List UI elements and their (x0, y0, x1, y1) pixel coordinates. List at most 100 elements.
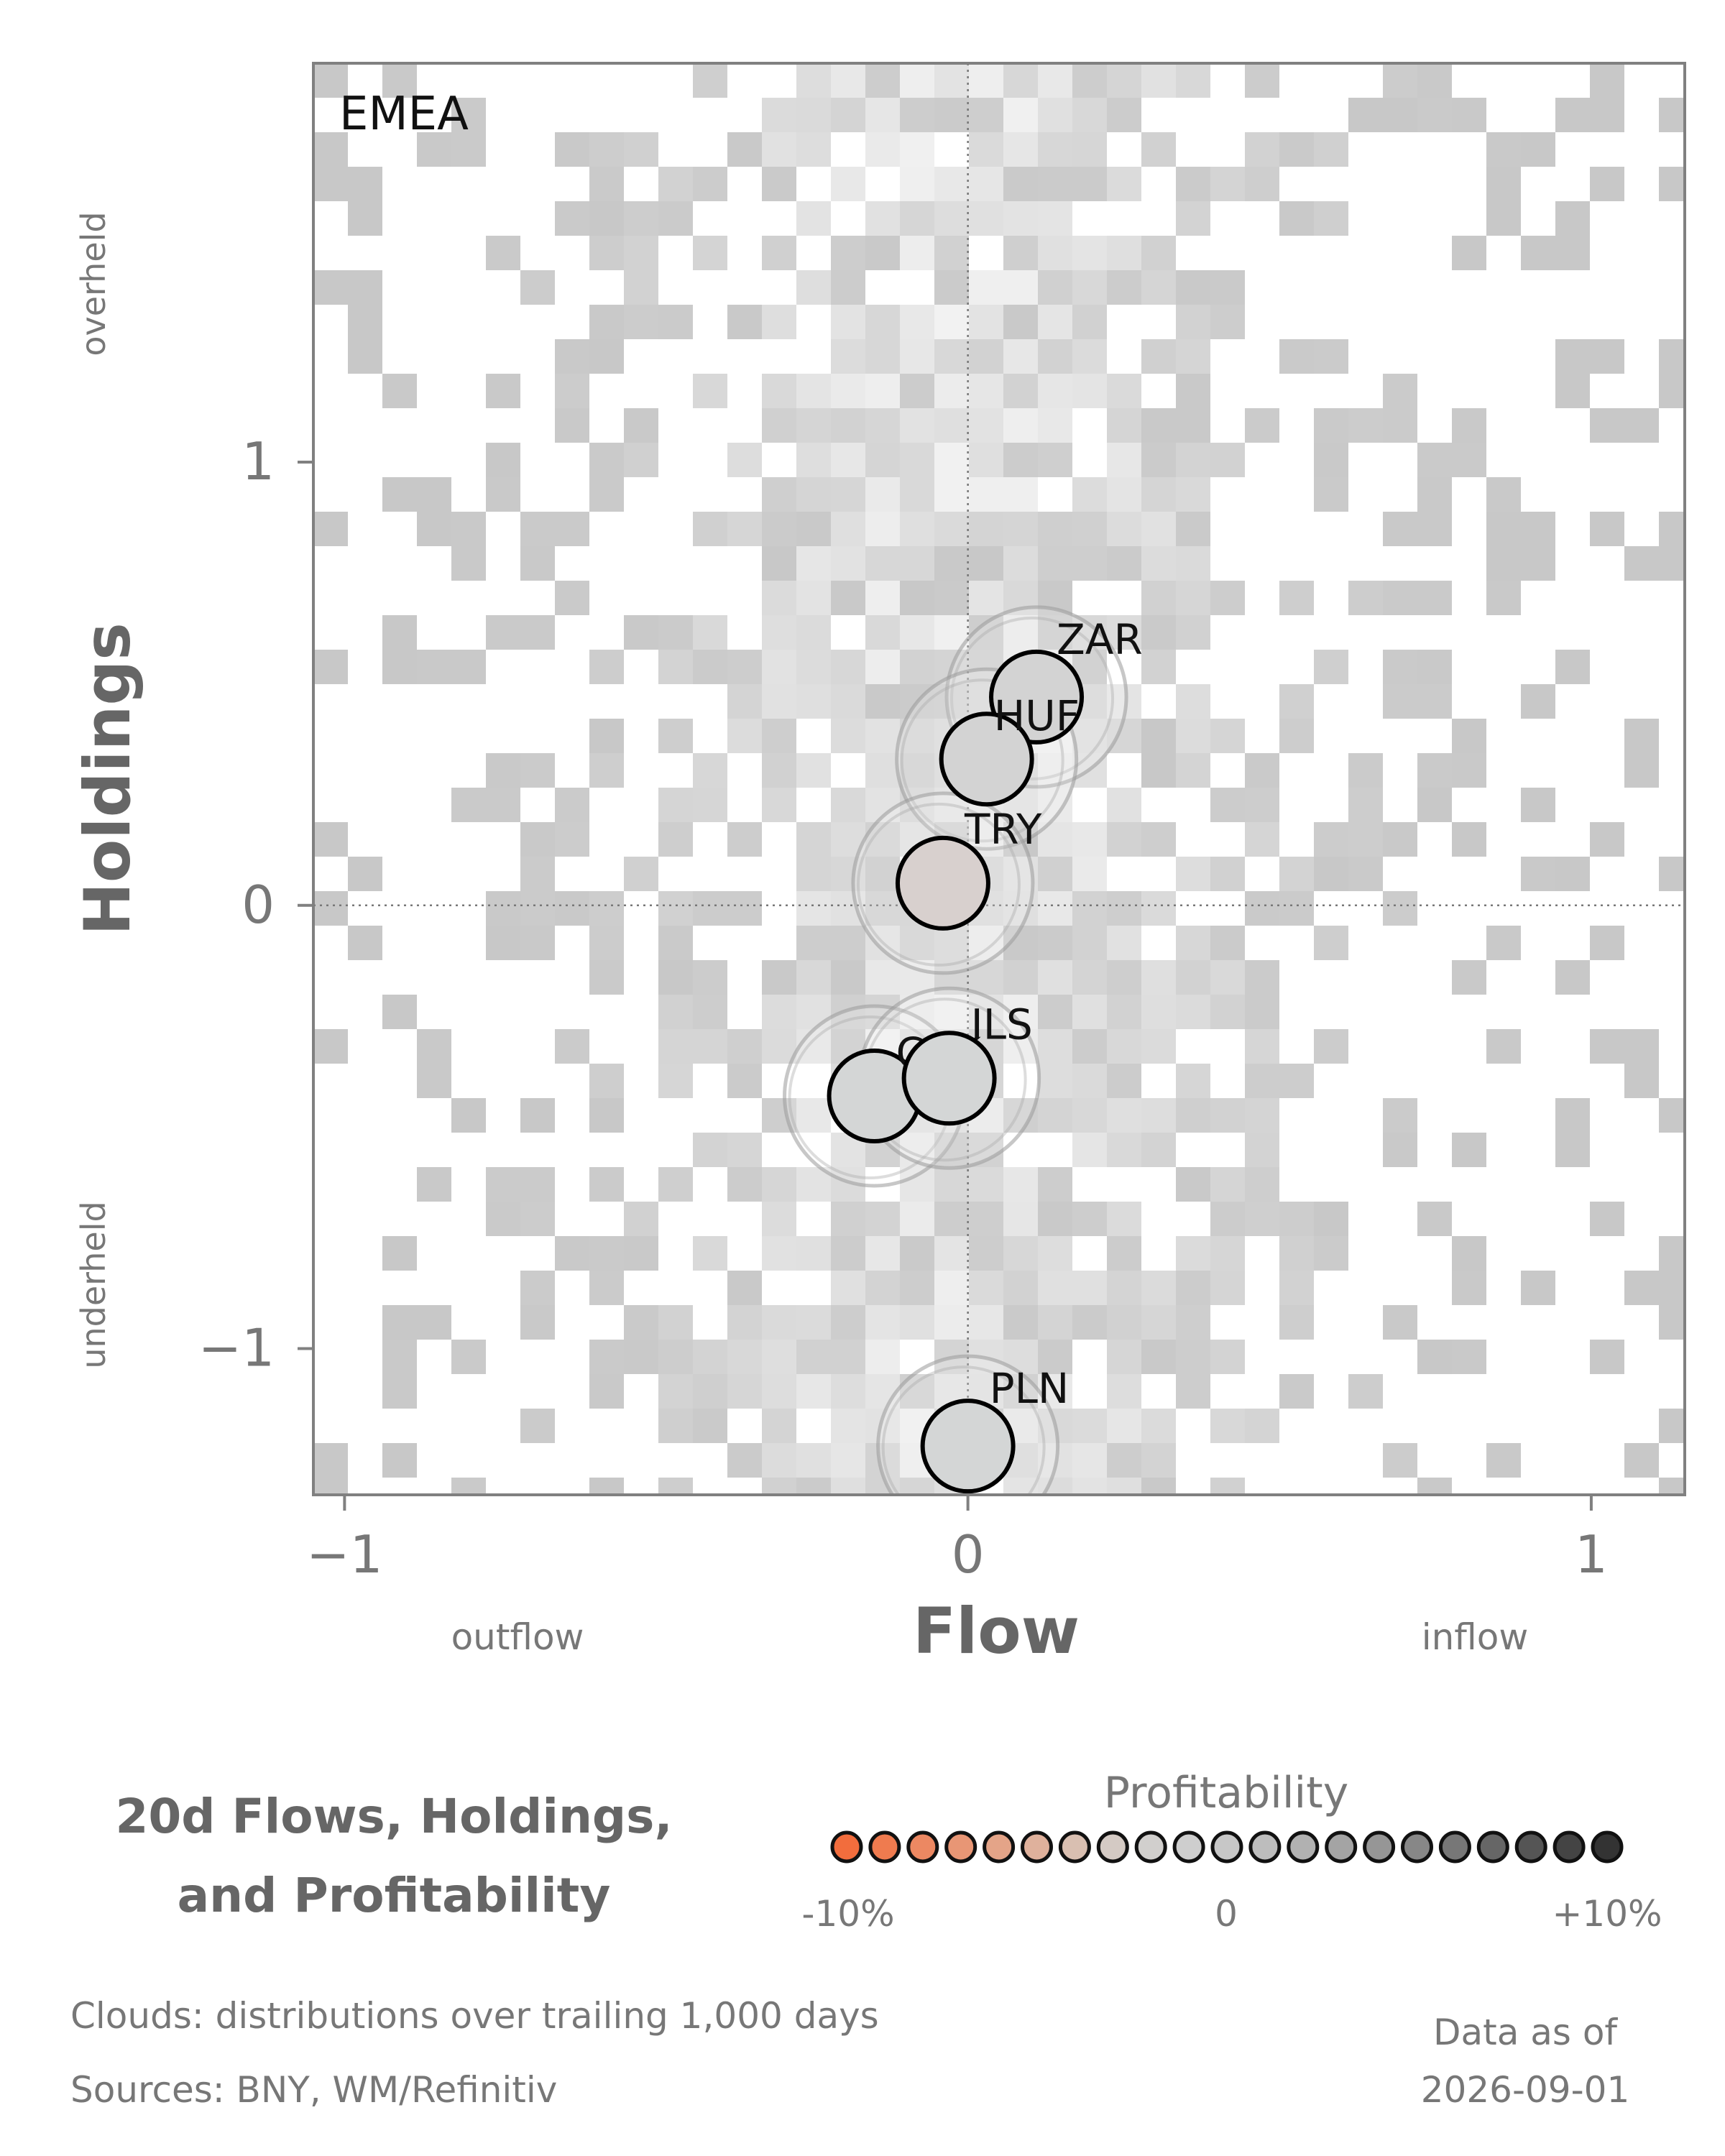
heatmap-cell (1383, 408, 1417, 443)
heatmap-cell (1176, 1271, 1210, 1305)
legend-swatch (944, 1830, 978, 1864)
heatmap-cell (589, 1340, 624, 1374)
heatmap-cell (624, 236, 658, 270)
heatmap-cell (520, 1271, 555, 1305)
heatmap-cell (900, 201, 934, 236)
heatmap-cell (969, 546, 1003, 581)
heatmap-cell (658, 305, 693, 339)
legend-swatch (1172, 1830, 1205, 1864)
heatmap-cell (727, 305, 762, 339)
heatmap-cell (1003, 1305, 1038, 1340)
heatmap-cell (796, 1443, 831, 1478)
heatmap-cell (1417, 63, 1452, 98)
heatmap-cell (831, 1271, 865, 1305)
heatmap-cell (1659, 1236, 1685, 1271)
heatmap-cell (1417, 512, 1452, 546)
heatmap-cell (1072, 132, 1107, 167)
heatmap-cell (1383, 98, 1417, 132)
heatmap-cell (727, 132, 762, 167)
heatmap-cell (1210, 1167, 1245, 1202)
heatmap-cell (624, 443, 658, 477)
heatmap-cell (658, 1340, 693, 1374)
heatmap-cell (1245, 132, 1279, 167)
heatmap-cell (1072, 926, 1107, 960)
point-halo-inner (856, 802, 1021, 967)
heatmap-cell (900, 615, 934, 650)
heatmap-cell (900, 753, 934, 788)
heatmap-cell (313, 822, 348, 857)
heatmap-cell (1383, 374, 1417, 408)
heatmap-cell (762, 408, 796, 443)
heatmap-cell (1038, 374, 1072, 408)
heatmap-cell (1521, 236, 1555, 270)
heatmap-cell (589, 339, 624, 374)
heatmap-cell (727, 822, 762, 857)
heatmap-cell (1072, 1098, 1107, 1133)
reference-lines (313, 63, 1685, 1495)
heatmap-cell (1072, 512, 1107, 546)
heatmap-cell (727, 512, 762, 546)
heatmap-cell (555, 132, 589, 167)
heatmap-cell (1107, 960, 1141, 995)
heatmap-cell (1141, 1443, 1176, 1478)
heatmap-cell (1245, 1133, 1279, 1167)
heatmap-cell (1176, 995, 1210, 1029)
data-point-try (895, 835, 990, 931)
heatmap-cell (1521, 1271, 1555, 1305)
heatmap-cell (520, 1409, 555, 1443)
heatmap-cell (762, 581, 796, 615)
heatmap-cell (900, 926, 934, 960)
heatmap-cell (1659, 374, 1685, 408)
heatmap-cell (693, 512, 727, 546)
heatmap-cell (1141, 960, 1176, 995)
heatmap-cell (589, 1478, 624, 1495)
heatmap-cell (658, 650, 693, 684)
heatmap-cell (1107, 1064, 1141, 1098)
heatmap-cell (382, 1374, 417, 1409)
heatmap-cell (865, 1202, 900, 1236)
legend-swatch (1401, 1830, 1433, 1864)
footer-clouds-note: Clouds: distributions over trailing 1,00… (70, 1995, 879, 2037)
heatmap-cell (1003, 201, 1038, 236)
heatmap-cell (1555, 339, 1590, 374)
heatmap-cell (589, 1374, 624, 1409)
heatmap-cell (486, 753, 520, 788)
heatmap-cell (1486, 581, 1521, 615)
legend-swatch (1325, 1830, 1358, 1864)
heatmap-cell (1176, 305, 1210, 339)
heatmap-cell (865, 615, 900, 650)
legend-label-min: -10% (801, 1893, 894, 1935)
heatmap-cell (589, 891, 624, 926)
heatmap-cell (589, 201, 624, 236)
heatmap-cell (1141, 891, 1176, 926)
heatmap-cell (831, 546, 865, 581)
heatmap-cell (693, 1236, 727, 1271)
heatmap-cell (1210, 857, 1245, 891)
heatmap-cell (831, 1236, 865, 1271)
heatmap-cell (1279, 581, 1314, 615)
heatmap-cell (900, 1202, 934, 1236)
heatmap-cell (1176, 63, 1210, 98)
heatmap-cell (796, 98, 831, 132)
heatmap-cell (969, 512, 1003, 546)
heatmap-cell (382, 1305, 417, 1340)
heatmap-cell (762, 650, 796, 684)
heatmap-cell (969, 1271, 1003, 1305)
legend-swatch (1248, 1830, 1282, 1864)
heatmap-cell (1141, 1478, 1176, 1495)
heatmap-cell (1555, 98, 1590, 132)
heatmap-cell (1452, 753, 1486, 788)
heatmap-cell (1348, 753, 1383, 788)
heatmap-cell (1210, 581, 1245, 615)
heatmap-cell (555, 339, 589, 374)
heatmap-cell (831, 339, 865, 374)
heatmap-cell (831, 719, 865, 753)
heatmap-cell (1245, 788, 1279, 822)
heatmap-cell (1038, 891, 1072, 926)
heatmap-cell (796, 581, 831, 615)
heatmap-cell (1072, 477, 1107, 512)
heatmap-cell (1176, 753, 1210, 788)
heatmap-cell (900, 512, 934, 546)
heatmap-cell (865, 753, 900, 788)
heatmap-cell (1348, 98, 1383, 132)
